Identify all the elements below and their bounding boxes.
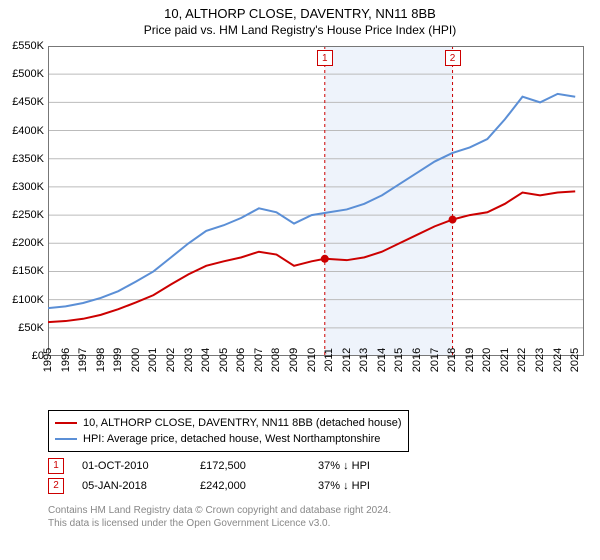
legend-row: 10, ALTHORP CLOSE, DAVENTRY, NN11 8BB (d… <box>55 415 402 431</box>
y-tick-label: £300K <box>12 181 44 193</box>
x-tick-label: 2023 <box>534 348 546 372</box>
credit-line-1: Contains HM Land Registry data © Crown c… <box>48 504 391 517</box>
x-tick-label: 1997 <box>77 348 89 372</box>
x-tick-label: 2018 <box>446 348 458 372</box>
credit-text: Contains HM Land Registry data © Crown c… <box>48 504 391 530</box>
y-tick-label: £150K <box>12 265 44 277</box>
x-tick-label: 2004 <box>200 348 212 372</box>
sale-index-box: 1 <box>48 458 64 474</box>
sale-delta: 37% ↓ HPI <box>318 476 418 496</box>
legend-box: 10, ALTHORP CLOSE, DAVENTRY, NN11 8BB (d… <box>48 410 409 452</box>
sale-price: £242,000 <box>200 476 300 496</box>
x-tick-label: 2005 <box>218 348 230 372</box>
sale-delta: 37% ↓ HPI <box>318 456 418 476</box>
sale-index-box: 2 <box>48 478 64 494</box>
x-tick-label: 2012 <box>341 348 353 372</box>
legend-swatch <box>55 438 77 440</box>
sale-row: 2 05-JAN-2018 £242,000 37% ↓ HPI <box>48 476 418 496</box>
x-tick-label: 2000 <box>130 348 142 372</box>
sale-row: 1 01-OCT-2010 £172,500 37% ↓ HPI <box>48 456 418 476</box>
legend-row: HPI: Average price, detached house, West… <box>55 431 402 447</box>
x-tick-label: 2013 <box>358 348 370 372</box>
legend-label: 10, ALTHORP CLOSE, DAVENTRY, NN11 8BB (d… <box>83 415 402 431</box>
y-tick-label: £550K <box>12 40 44 52</box>
x-tick-label: 2024 <box>552 348 564 372</box>
x-tick-label: 2020 <box>481 348 493 372</box>
x-tick-label: 2022 <box>516 348 528 372</box>
credit-line-2: This data is licensed under the Open Gov… <box>48 517 391 530</box>
y-tick-label: £200K <box>12 237 44 249</box>
x-tick-label: 2011 <box>323 348 335 372</box>
x-tick-label: 1995 <box>42 348 54 372</box>
x-tick-label: 2014 <box>376 348 388 372</box>
x-tick-label: 2008 <box>270 348 282 372</box>
x-tick-label: 1996 <box>60 348 72 372</box>
sale-marker-flag: 2 <box>445 50 461 66</box>
x-tick-label: 2009 <box>288 348 300 372</box>
x-tick-label: 2019 <box>464 348 476 372</box>
y-tick-label: £350K <box>12 153 44 165</box>
x-tick-label: 2021 <box>499 348 511 372</box>
x-tick-label: 2017 <box>429 348 441 372</box>
legend-swatch <box>55 422 77 424</box>
price-chart: £0£50K£100K£150K£200K£250K£300K£350K£400… <box>48 46 584 356</box>
x-tick-label: 2002 <box>165 348 177 372</box>
sale-marker-flag: 1 <box>317 50 333 66</box>
x-tick-label: 2010 <box>306 348 318 372</box>
x-tick-label: 2016 <box>411 348 423 372</box>
title-line-2: Price paid vs. HM Land Registry's House … <box>0 23 600 37</box>
y-tick-label: £400K <box>12 125 44 137</box>
sale-date: 05-JAN-2018 <box>82 476 182 496</box>
y-tick-label: £450K <box>12 96 44 108</box>
title-line-1: 10, ALTHORP CLOSE, DAVENTRY, NN11 8BB <box>0 6 600 21</box>
y-tick-label: £500K <box>12 68 44 80</box>
x-tick-label: 2001 <box>147 348 159 372</box>
x-tick-label: 1999 <box>112 348 124 372</box>
y-tick-label: £250K <box>12 209 44 221</box>
legend-label: HPI: Average price, detached house, West… <box>83 431 380 447</box>
x-tick-label: 2003 <box>183 348 195 372</box>
x-tick-label: 2007 <box>253 348 265 372</box>
sales-table: 1 01-OCT-2010 £172,500 37% ↓ HPI 2 05-JAN-201… <box>48 456 418 496</box>
y-tick-label: £50K <box>18 322 44 334</box>
y-tick-label: £100K <box>12 294 44 306</box>
x-tick-label: 2015 <box>393 348 405 372</box>
sale-price: £172,500 <box>200 456 300 476</box>
sale-date: 01-OCT-2010 <box>82 456 182 476</box>
x-tick-label: 2025 <box>569 348 581 372</box>
x-tick-label: 1998 <box>95 348 107 372</box>
x-tick-label: 2006 <box>235 348 247 372</box>
